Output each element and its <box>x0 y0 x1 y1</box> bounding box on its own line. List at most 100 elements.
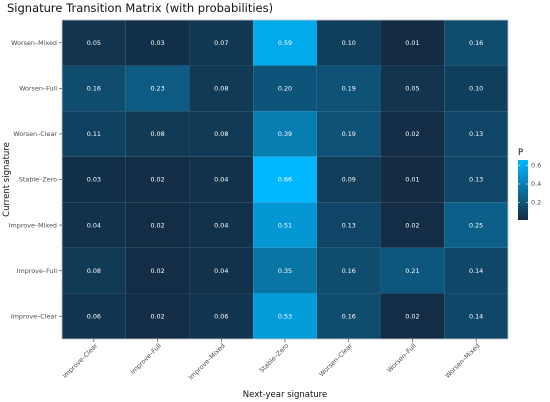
heatmap-cell <box>125 156 190 203</box>
cell-value-label: 0.14 <box>469 312 483 320</box>
y-tick-label: Worsen–Clear <box>13 130 57 138</box>
heatmap-cells: 0.05 0.03 0.07 0.59 0.10 0.01 0.16 0.16 0.23 0.08… <box>62 20 508 339</box>
x-tick-label: Worsen–Mixed <box>443 342 481 380</box>
cell-value-label: 0.25 <box>469 221 483 229</box>
legend-tick-label: 0.4 <box>531 180 541 188</box>
cell-value-label: 0.02 <box>150 267 164 275</box>
cell-value-label: 0.13 <box>469 176 483 184</box>
cell-value-label: 0.04 <box>214 221 228 229</box>
heatmap-cell <box>380 247 445 294</box>
cell-value-label: 0.02 <box>150 176 164 184</box>
y-tick-label: Worsen–Full <box>19 85 57 93</box>
y-tick-label: Worsen–Mixed <box>11 39 57 47</box>
legend-title: P <box>518 148 523 158</box>
cell-value-label: 0.66 <box>278 176 292 184</box>
cell-value-label: 0.16 <box>87 85 101 93</box>
heatmap-cell <box>444 293 508 339</box>
cell-value-label: 0.51 <box>278 221 292 229</box>
heatmap-cell <box>316 20 381 66</box>
cell-value-label: 0.19 <box>342 130 356 138</box>
cell-value-label: 0.08 <box>214 85 228 93</box>
cell-value-label: 0.10 <box>342 39 356 47</box>
cell-value-label: 0.04 <box>87 221 101 229</box>
cell-value-label: 0.02 <box>150 221 164 229</box>
heatmap-cell <box>444 111 508 157</box>
cell-value-label: 0.06 <box>214 312 228 320</box>
heatmap-cell <box>62 202 126 248</box>
cell-value-label: 0.39 <box>278 130 292 138</box>
cell-value-label: 0.35 <box>278 267 292 275</box>
cell-value-label: 0.03 <box>150 39 164 47</box>
heatmap-cell <box>62 156 126 203</box>
cell-value-label: 0.08 <box>214 130 228 138</box>
cell-value-label: 0.02 <box>405 130 419 138</box>
cell-value-label: 0.07 <box>214 39 228 47</box>
cell-value-label: 0.10 <box>469 85 483 93</box>
heatmap-cell <box>189 202 254 248</box>
heatmap-cell <box>189 20 254 66</box>
heatmap-cell <box>380 20 445 66</box>
heatmap-cell <box>125 293 190 339</box>
heatmap-cell <box>253 156 317 203</box>
cell-value-label: 0.03 <box>87 176 101 184</box>
heatmap-cell <box>253 20 317 66</box>
cell-value-label: 0.04 <box>214 176 228 184</box>
heatmap-cell <box>380 202 445 248</box>
cell-value-label: 0.08 <box>87 267 101 275</box>
cell-value-label: 0.02 <box>405 312 419 320</box>
cell-value-label: 0.16 <box>469 39 483 47</box>
x-tick-label: Stable–Zero <box>258 342 291 375</box>
cell-value-label: 0.19 <box>342 85 356 93</box>
heatmap-cell <box>125 65 190 112</box>
cell-value-label: 0.06 <box>87 312 101 320</box>
heatmap-cell <box>316 65 381 112</box>
cell-value-label: 0.02 <box>150 312 164 320</box>
cell-value-label: 0.13 <box>469 130 483 138</box>
cell-value-label: 0.14 <box>469 267 483 275</box>
x-axis-title: Next-year signature <box>243 390 327 400</box>
heatmap-cell <box>189 293 254 339</box>
cell-value-label: 0.05 <box>87 39 101 47</box>
heatmap-cell <box>62 65 126 112</box>
cell-value-label: 0.01 <box>405 176 419 184</box>
y-axis-title: Current signature <box>2 142 12 217</box>
heatmap-cell <box>62 111 126 157</box>
legend-tick-label: 0.6 <box>531 162 541 170</box>
heatmap-cell <box>125 20 190 66</box>
cell-value-label: 0.16 <box>342 312 356 320</box>
heatmap-cell <box>189 65 254 112</box>
cell-value-label: 0.11 <box>87 130 101 138</box>
heatmap-cell <box>316 293 381 339</box>
heatmap-cell <box>380 111 445 157</box>
cell-value-label: 0.02 <box>405 221 419 229</box>
cell-value-label: 0.08 <box>150 130 164 138</box>
cell-value-label: 0.01 <box>405 39 419 47</box>
cell-value-label: 0.16 <box>342 267 356 275</box>
x-tick-label: Worsen–Full <box>385 342 418 375</box>
heatmap-cell <box>316 247 381 294</box>
heatmap-cell <box>62 247 126 294</box>
heatmap-cell <box>62 293 126 339</box>
cell-value-label: 0.23 <box>150 85 164 93</box>
chart-title: Signature Transition Matrix (with probab… <box>7 1 274 15</box>
heatmap-cell <box>253 293 317 339</box>
heatmap-cell <box>380 293 445 339</box>
heatmap-cell <box>253 247 317 294</box>
heatmap-cell <box>253 111 317 157</box>
heatmap-cell <box>316 202 381 248</box>
cell-value-label: 0.20 <box>278 85 292 93</box>
heatmap-cell <box>125 111 190 157</box>
heatmap-cell <box>444 20 508 66</box>
cell-value-label: 0.21 <box>405 267 419 275</box>
legend-colorbar <box>518 160 528 220</box>
y-tick-label: Improve–Mixed <box>9 221 57 229</box>
legend-ticks: 0.2 0.4 0.6 <box>518 162 541 207</box>
cell-value-label: 0.59 <box>278 39 292 47</box>
heatmap-cell <box>62 20 126 66</box>
heatmap-cell <box>444 247 508 294</box>
cell-value-label: 0.09 <box>342 176 356 184</box>
heatmap-cell <box>380 65 445 112</box>
heatmap-cell <box>253 202 317 248</box>
legend: P 0.2 0.4 0.6 <box>518 148 541 220</box>
